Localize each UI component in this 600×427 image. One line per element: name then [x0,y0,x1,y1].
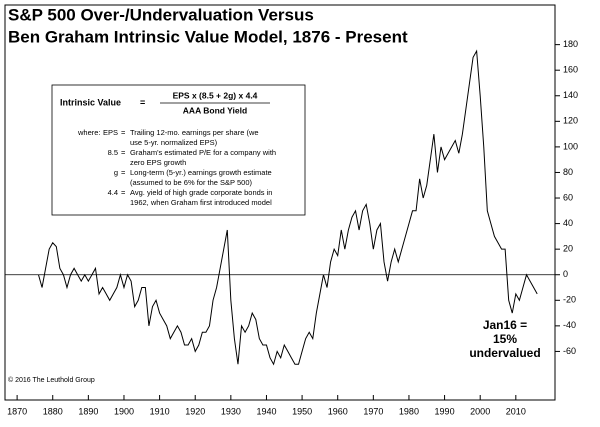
formula-lhs: Intrinsic Value [60,97,121,107]
chart-title: S&P 500 Over-/Undervaluation Versus [8,5,314,24]
annotation: Jan16 = [483,318,527,332]
y-tick-label: 0 [563,269,568,279]
x-tick-label: 1930 [221,406,241,416]
x-tick-label: 1910 [150,406,170,416]
definition-text: Avg. yield of high grade corporate bonds… [130,188,272,197]
definition-text: zero EPS growth [130,158,186,167]
formula-where: where: [77,128,101,137]
formula-box [51,84,306,216]
definition-text: use 5-yr. normalized EPS) [130,138,218,147]
definition-key: g [114,168,118,177]
copyright: © 2016 The Leuthold Group [8,376,95,384]
definition-key: 4.4 [108,188,118,197]
x-tick-label: 1990 [435,406,455,416]
plot-frame [4,4,556,401]
y-tick-label: -60 [563,346,576,356]
definition-equals: = [121,188,126,197]
y-tick-label: 40 [563,218,573,228]
series-line [37,49,538,366]
formula-numerator: EPS x (8.5 + 2g) x 4.4 [173,90,258,100]
chart-title: Ben Graham Intrinsic Value Model, 1876 -… [8,27,408,46]
y-tick-label: -20 [563,295,576,305]
x-tick-label: 1870 [7,406,27,416]
x-tick-label: 1900 [114,406,134,416]
formula-equals: = [140,97,145,107]
definition-equals: = [121,128,126,137]
definition-equals: = [121,148,126,157]
definition-text: 1962, when Graham first introduced model [130,198,272,207]
y-tick-label: 160 [563,65,578,75]
x-tick-label: 2010 [506,406,526,416]
y-tick-label: -40 [563,320,576,330]
definition-text: (assumed to be 6% for the S&P 500) [130,178,253,187]
definition-text: Trailing 12-mo. earnings per share (we [130,128,259,137]
x-tick-label: 1970 [363,406,383,416]
definition-key: EPS [103,128,118,137]
definition-key: 8.5 [108,148,118,157]
y-tick-label: 100 [563,141,578,151]
x-tick-label: 1890 [78,406,98,416]
x-tick-label: 1920 [185,406,205,416]
annotation: undervalued [469,346,540,360]
y-tick-label: 140 [563,90,578,100]
x-tick-label: 1940 [256,406,276,416]
annotation: 15% [493,332,517,346]
definition-text: Graham's estimated P/E for a company wit… [130,148,276,157]
definition-equals: = [121,168,126,177]
definition-text: Long-term (5-yr.) earnings growth estima… [130,168,272,177]
x-tick-label: 1960 [328,406,348,416]
y-tick-label: 80 [563,167,573,177]
y-tick-label: 60 [563,192,573,202]
x-tick-label: 2000 [470,406,490,416]
formula-denominator: AAA Bond Yield [183,105,247,115]
x-tick-label: 1950 [292,406,312,416]
y-tick-label: 120 [563,116,578,126]
x-tick-label: 1880 [43,406,63,416]
y-tick-label: 180 [563,39,578,49]
x-tick-label: 1980 [399,406,419,416]
y-tick-label: 20 [563,244,573,254]
